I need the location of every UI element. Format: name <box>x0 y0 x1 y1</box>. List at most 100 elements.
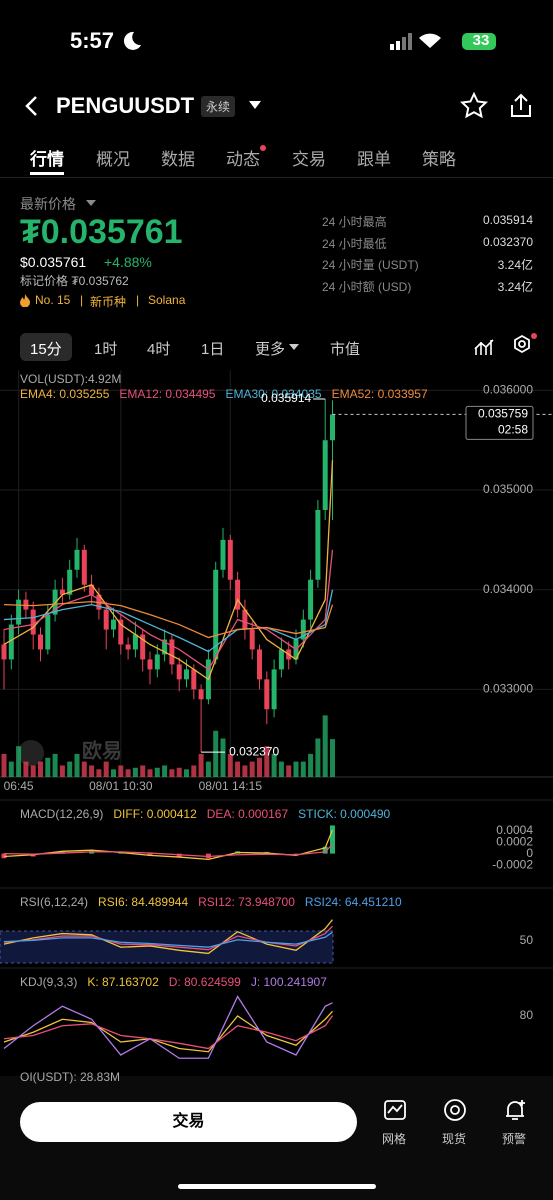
volume-bar <box>315 738 321 777</box>
candle-body <box>220 539 226 570</box>
symbol[interactable]: PENGUUSDT <box>56 93 195 118</box>
volume-bar <box>300 761 306 777</box>
tab[interactable]: 策略 <box>422 150 456 169</box>
candle-body <box>140 634 146 660</box>
volume-bar <box>184 769 189 777</box>
indicator-line <box>3 1015 334 1050</box>
price-change: +4.88% <box>104 254 152 270</box>
candle-body <box>176 664 182 680</box>
countdown: 02:58 <box>498 423 528 437</box>
volume-bar <box>38 761 43 777</box>
interval[interactable]: 更多 <box>255 341 286 358</box>
candle-body <box>242 609 248 630</box>
mark-price: 标记价格 ₮0.035762 <box>20 274 129 288</box>
oi-label: OI(USDT): 28.83M <box>20 1070 120 1084</box>
tool-label[interactable]: 现货 <box>442 1132 467 1146</box>
status-time: 5:57 <box>70 28 115 53</box>
candle-body <box>38 634 43 650</box>
candle-body <box>315 509 321 580</box>
interval[interactable]: 15分 <box>30 341 62 358</box>
tag[interactable]: 新币种 <box>90 295 127 309</box>
share-button[interactable] <box>508 92 534 120</box>
candle-body <box>89 584 95 595</box>
candle-body <box>23 599 29 610</box>
candle-body <box>154 654 160 670</box>
interval[interactable]: 4时 <box>147 341 171 358</box>
indicator-button[interactable] <box>474 337 496 357</box>
legend-entry: K: 87.163702 <box>87 975 159 989</box>
volume-bar <box>286 765 292 777</box>
interval[interactable]: 1日 <box>201 341 225 358</box>
candle-body <box>169 639 175 665</box>
indicator-axis-label: 80 <box>520 1008 534 1022</box>
candle-body <box>191 669 197 690</box>
volume-bar <box>220 738 226 777</box>
candle-body <box>1 644 7 660</box>
legend-entry: EMA30: 0.034035 <box>225 387 321 401</box>
candle-body <box>147 659 153 670</box>
indicator-line <box>3 931 333 948</box>
volume-bar <box>30 765 36 777</box>
tool-label[interactable]: 预警 <box>502 1132 527 1146</box>
trade-button[interactable]: 交易 <box>20 1102 357 1142</box>
legend-entry: D: 80.624599 <box>169 975 241 989</box>
volume-bar <box>213 730 219 777</box>
macd-axis-label: -0.0002 <box>492 857 533 871</box>
volume-bar <box>176 767 182 777</box>
symbol-dropdown[interactable] <box>248 99 262 111</box>
tab[interactable]: 行情 <box>30 150 64 169</box>
macd-axis-label: 0.0002 <box>496 834 533 848</box>
rank[interactable]: No. 15 <box>35 293 71 307</box>
tool-icon[interactable] <box>382 1098 408 1122</box>
candle-body <box>125 644 131 650</box>
chain[interactable]: Solana <box>148 293 186 307</box>
candle-body <box>198 689 204 700</box>
legend-entry: RSI24: 64.451210 <box>305 895 402 909</box>
macd-stick <box>322 846 328 854</box>
stat-value: 0.032370 <box>482 234 533 249</box>
candle-body <box>59 589 65 595</box>
tool-label[interactable]: 网格 <box>382 1132 407 1146</box>
tool-icon[interactable] <box>502 1098 528 1122</box>
fullscreen-button[interactable] <box>18 740 44 766</box>
sep: | <box>136 293 140 307</box>
tab[interactable]: 数据 <box>161 150 195 169</box>
status-icons <box>390 33 496 50</box>
low-label: 0.032370 <box>229 744 279 758</box>
candle-body <box>81 549 87 585</box>
candle-body <box>249 629 255 650</box>
tab[interactable]: 概况 <box>96 150 130 169</box>
candle-body <box>118 619 124 645</box>
volume-bar <box>59 765 65 777</box>
volume-bar <box>227 753 233 777</box>
volume-bar <box>111 769 116 777</box>
volume-bar <box>330 739 335 777</box>
legend-entry: DEA: 0.000167 <box>207 807 289 821</box>
interval[interactable]: 市值 <box>330 341 361 358</box>
candle-body <box>213 569 219 660</box>
tool-icon[interactable] <box>442 1098 468 1122</box>
settings-button[interactable] <box>510 332 540 360</box>
candle-body <box>257 649 262 680</box>
candle-body <box>235 579 241 610</box>
candle-body <box>322 440 328 510</box>
volume-bar <box>74 753 80 777</box>
tab[interactable]: 交易 <box>292 150 326 169</box>
favorite-button[interactable] <box>460 92 488 120</box>
legend-entry: DIFF: 0.000412 <box>113 807 197 821</box>
tab[interactable]: 跟单 <box>357 150 391 169</box>
interval[interactable]: 1时 <box>94 341 118 358</box>
candle-body <box>67 569 73 595</box>
price-dropdown[interactable] <box>86 199 96 207</box>
stat-value: 3.24亿 <box>497 258 533 272</box>
tab[interactable]: 动态 <box>226 150 260 169</box>
back-button[interactable] <box>22 94 42 118</box>
volume-bar <box>118 765 124 777</box>
volume-bar <box>293 761 299 777</box>
candle-body <box>16 599 22 625</box>
notification-dot <box>260 145 266 151</box>
stat-value: 0.035914 <box>482 213 533 227</box>
volume-bar <box>242 765 248 777</box>
